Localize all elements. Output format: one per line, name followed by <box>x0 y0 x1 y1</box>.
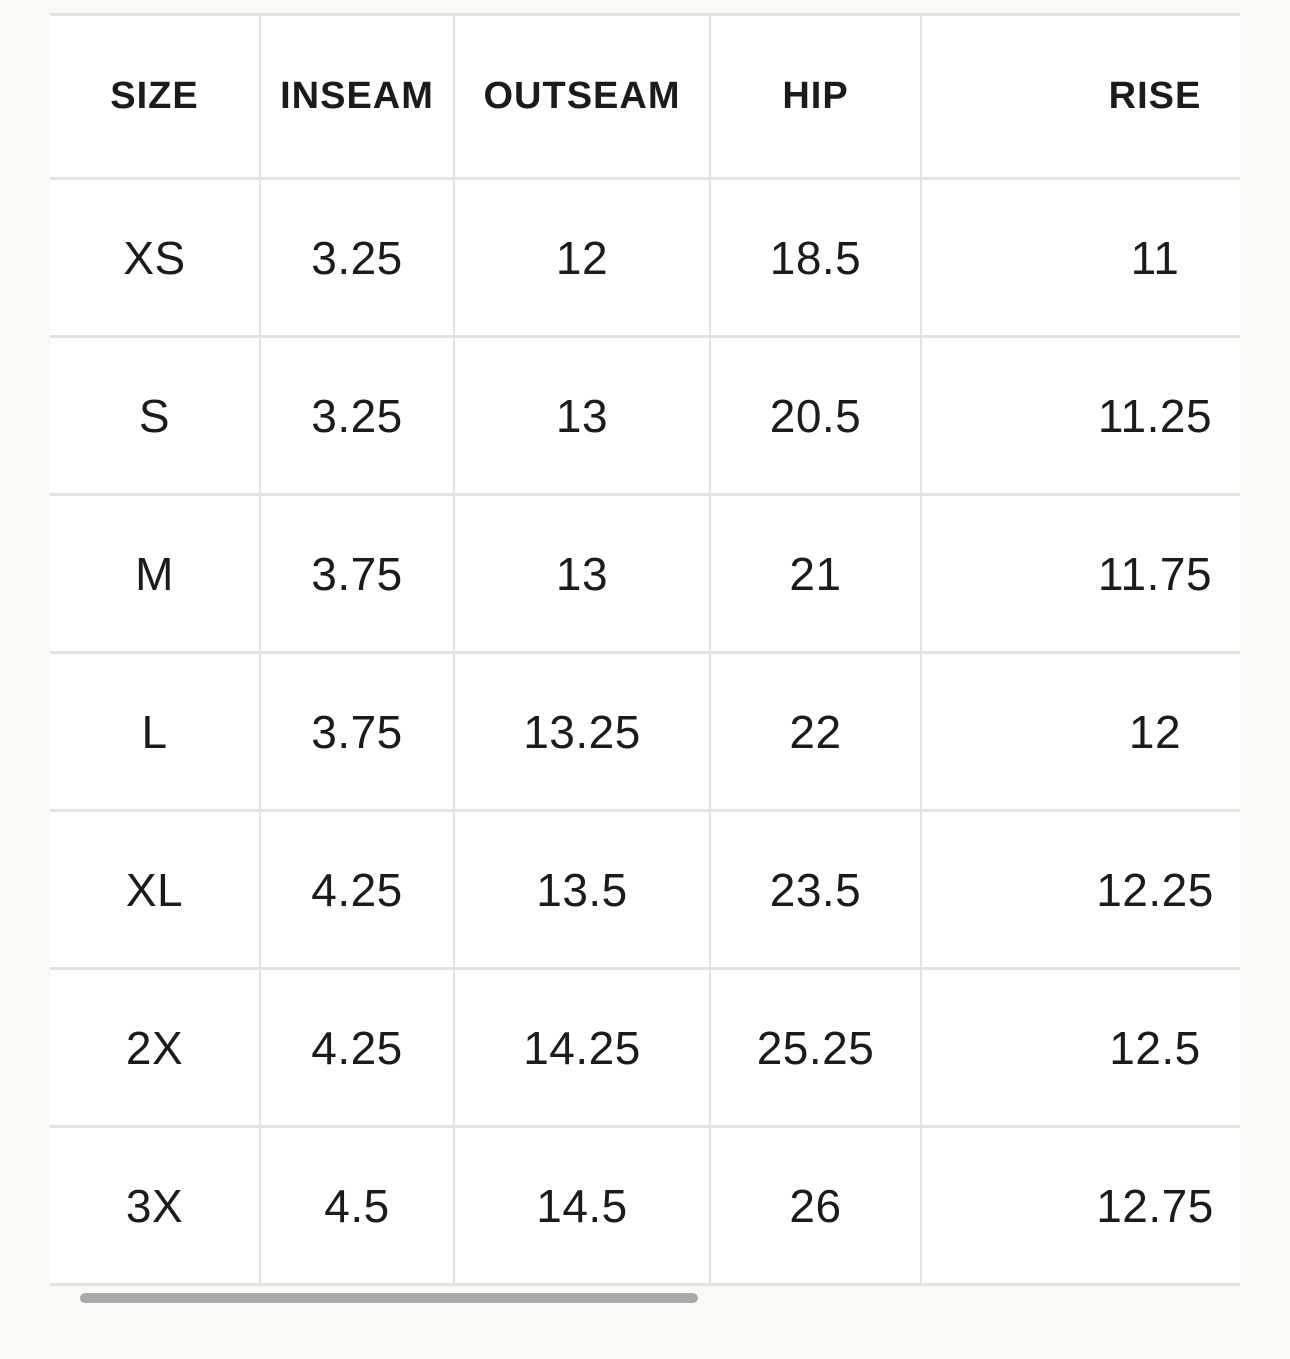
value-cell: 13.25 <box>454 652 711 812</box>
size-cell: S <box>50 336 261 496</box>
value-cell: 13 <box>454 494 711 654</box>
value-cell: 3.25 <box>260 178 455 338</box>
table-row-s: S 3.25 13 20.5 11.25 <box>50 336 1240 496</box>
table-row-xl: XL 4.25 13.5 23.5 12.25 <box>50 810 1240 970</box>
value-cell: 12.5 <box>921 968 1240 1128</box>
table-row-2x: 2X 4.25 14.25 25.25 12.5 <box>50 968 1240 1128</box>
value-cell: 12.75 <box>921 1126 1240 1286</box>
value-cell: 23.5 <box>710 810 922 970</box>
table-row-3x: 3X 4.5 14.5 26 12.75 <box>50 1126 1240 1286</box>
value-cell: 13 <box>454 336 711 496</box>
value-cell: 14.25 <box>454 968 711 1128</box>
value-cell: 22 <box>710 652 922 812</box>
value-cell: 3.75 <box>260 494 455 654</box>
value-cell: 20.5 <box>710 336 922 496</box>
column-header-inseam: INSEAM <box>260 14 455 180</box>
value-cell: 4.25 <box>260 810 455 970</box>
table-row-m: M 3.75 13 21 11.75 <box>50 494 1240 654</box>
size-cell: M <box>50 494 261 654</box>
horizontal-scrollbar-thumb[interactable] <box>80 1293 698 1303</box>
value-cell: 18.5 <box>710 178 922 338</box>
column-header-hip: HIP <box>710 14 922 180</box>
value-cell: 13.5 <box>454 810 711 970</box>
value-cell: 4.5 <box>260 1126 455 1286</box>
size-chart-scroll-area[interactable]: SIZE INSEAM OUTSEAM HIP RISE XS 3.25 12 18.5 11 S… <box>50 13 1240 1310</box>
value-cell: 14.5 <box>454 1126 711 1286</box>
value-cell: 3.75 <box>260 652 455 812</box>
table-row-l: L 3.75 13.25 22 12 <box>50 652 1240 812</box>
value-cell: 11.75 <box>921 494 1240 654</box>
size-cell: 2X <box>50 968 261 1128</box>
size-cell: XL <box>50 810 261 970</box>
value-cell: 11.25 <box>921 336 1240 496</box>
value-cell: 11 <box>921 178 1240 338</box>
value-cell: 21 <box>710 494 922 654</box>
value-cell: 12 <box>921 652 1240 812</box>
column-header-rise: RISE <box>921 14 1240 180</box>
value-cell: 26 <box>710 1126 922 1286</box>
value-cell: 25.25 <box>710 968 922 1128</box>
value-cell: 12 <box>454 178 711 338</box>
table-row-xs: XS 3.25 12 18.5 11 <box>50 178 1240 338</box>
size-cell: L <box>50 652 261 812</box>
column-header-outseam: OUTSEAM <box>454 14 711 180</box>
value-cell: 4.25 <box>260 968 455 1128</box>
column-header-size: SIZE <box>50 14 261 180</box>
value-cell: 12.25 <box>921 810 1240 970</box>
size-chart-table: SIZE INSEAM OUTSEAM HIP RISE XS 3.25 12 18.5 11 S… <box>50 13 1240 1286</box>
value-cell: 3.25 <box>260 336 455 496</box>
size-cell: 3X <box>50 1126 261 1286</box>
table-body: XS 3.25 12 18.5 11 S 3.25 13 20.5 11.25 M 3.75 13 21 1… <box>50 178 1240 1286</box>
table-header-row: SIZE INSEAM OUTSEAM HIP RISE <box>50 14 1240 180</box>
size-cell: XS <box>50 178 261 338</box>
